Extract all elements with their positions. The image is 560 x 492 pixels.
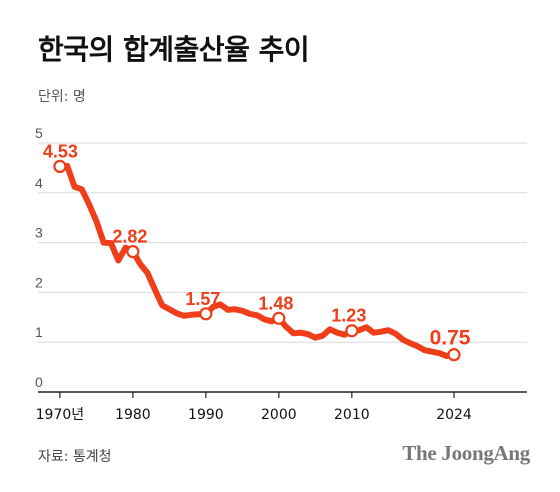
data-label-2024: 0.75 xyxy=(430,327,471,350)
grid-layer xyxy=(38,142,527,343)
series-layer xyxy=(56,162,457,360)
y-tick-label-1: 1 xyxy=(35,324,43,340)
axis-layer: 0 1 2 3 4 5 1970년 1980 1990 2000 2010 2024 xyxy=(35,125,527,423)
data-label-1990: 1.57 xyxy=(185,289,220,309)
data-label-1970: 4.53 xyxy=(43,141,78,161)
source-note: 자료: 통계청 xyxy=(38,449,112,465)
y-tick-label-5: 5 xyxy=(35,125,43,141)
y-tick-label-4: 4 xyxy=(35,175,43,191)
y-tick-label-2: 2 xyxy=(35,274,43,290)
x-tick-label-1990: 1990 xyxy=(188,407,224,423)
x-tick-label-2010: 2010 xyxy=(334,407,370,423)
x-tick-label-2024: 2024 xyxy=(436,407,472,423)
x-tick-label-1980: 1980 xyxy=(115,407,151,423)
data-point-marker-2010 xyxy=(345,324,359,338)
x-tick-label-1970: 1970년 xyxy=(36,407,85,423)
data-point-marker-1970 xyxy=(53,159,67,174)
x-tick-label-2000: 2000 xyxy=(261,407,297,423)
data-label-1980: 2.82 xyxy=(112,227,147,247)
data-label-2010: 1.23 xyxy=(331,306,366,326)
brand-logo: The JoongAng xyxy=(402,441,530,465)
chart-title: 한국의 합계출산율 추이 xyxy=(38,33,310,66)
data-point-marker-2000 xyxy=(272,311,286,325)
label-layer: 4.53 2.82 1.57 1.48 1.23 0.75 xyxy=(43,141,471,349)
series-line-fertility-rate xyxy=(56,162,457,360)
data-point-marker-2024 xyxy=(447,348,461,362)
y-tick-label-0: 0 xyxy=(35,374,43,390)
data-point-marker-1980 xyxy=(126,244,140,259)
marker-layer xyxy=(53,159,461,362)
y-tick-label-3: 3 xyxy=(35,225,43,241)
unit-label: 단위: 명 xyxy=(38,89,86,105)
data-point-marker-1990 xyxy=(199,307,213,321)
data-label-2000: 1.48 xyxy=(258,293,293,313)
